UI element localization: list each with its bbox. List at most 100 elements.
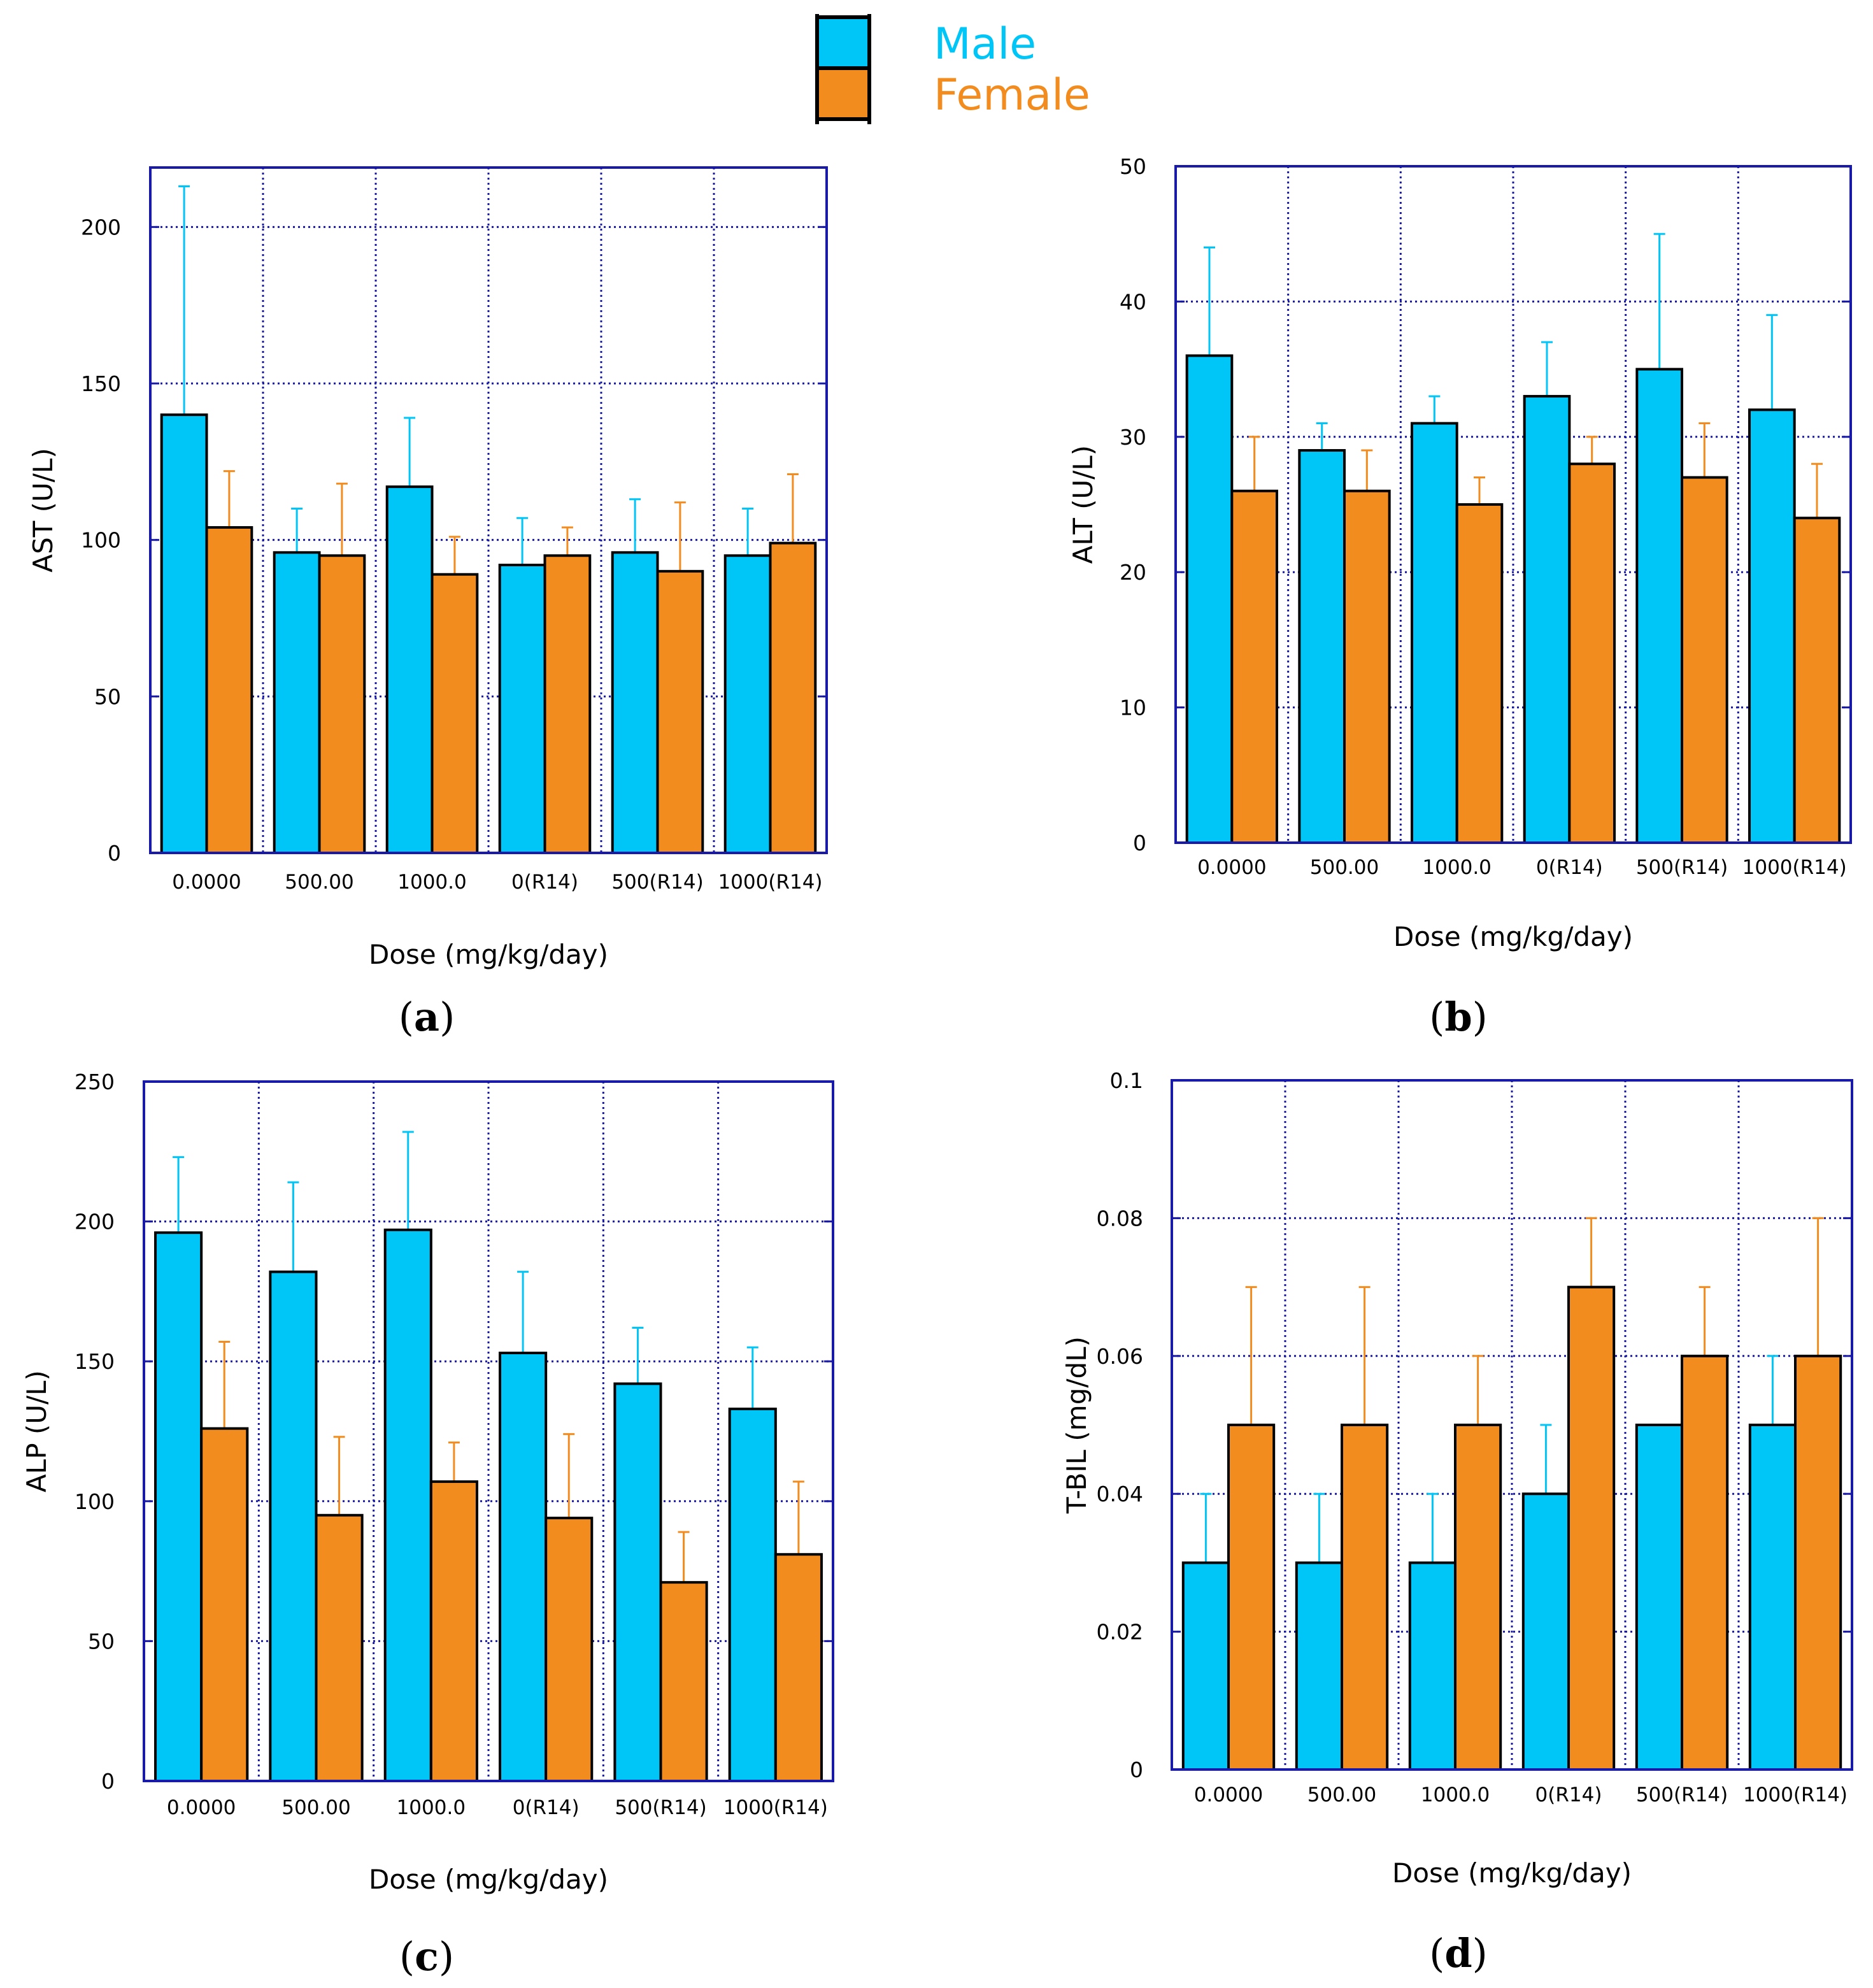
bar-female — [545, 1517, 594, 1782]
y-tick-label: 100 — [81, 528, 121, 553]
y-tick-label: 50 — [88, 1629, 115, 1654]
bar-female — [1343, 489, 1391, 844]
y-axis-label: T-BIL (mg/dL) — [1061, 1336, 1092, 1514]
x-tick-label: 1000.0 — [1421, 1784, 1490, 1806]
legend: Male Female — [0, 0, 1873, 134]
y-tick-label: 0 — [108, 841, 121, 866]
bar-male — [1748, 1424, 1797, 1771]
x-tick-label: 500(R14) — [611, 871, 703, 894]
bar-female — [659, 1581, 708, 1783]
x-tick-label: 1000(R14) — [1743, 1784, 1848, 1806]
bar-male — [273, 551, 321, 855]
caption-a-letter: a — [413, 994, 440, 1040]
x-axis-label: Dose (mg/kg/day) — [1393, 921, 1633, 952]
bar-female — [1568, 462, 1616, 844]
bar-male — [1635, 368, 1684, 845]
x-tick-label: 500.00 — [285, 871, 353, 894]
bar-female — [1793, 517, 1841, 844]
x-tick-label: 1000.0 — [397, 1796, 466, 1819]
bar-female — [1227, 1424, 1276, 1771]
x-tick-label: 0.0000 — [1197, 856, 1266, 879]
x-tick-label: 500.00 — [1307, 1784, 1376, 1806]
x-tick-label: 500(R14) — [1636, 856, 1728, 879]
bar-female — [1454, 1424, 1502, 1771]
bar-female — [205, 526, 253, 854]
y-tick-label: 40 — [1120, 289, 1146, 314]
chart-c: 0 50 100 150 200 250 0.0000 500.00 1000.0 0(R14) 5… — [21, 1069, 834, 1895]
x-tick-label: 0(R14) — [511, 871, 578, 894]
x-tick-label: 0(R14) — [1535, 1784, 1602, 1806]
legend-graphic: Male Female — [815, 14, 1090, 124]
y-tick-label: 20 — [1120, 560, 1146, 585]
x-axis-label: Dose (mg/kg/day) — [369, 1864, 608, 1895]
bar-male — [499, 1352, 548, 1782]
bar-female — [543, 554, 592, 854]
chart-panel-c: 0 50 100 150 200 250 0.0000 500.00 1000.0 0(R14) 5… — [0, 1057, 917, 1917]
bar-female — [315, 1513, 364, 1782]
x-tick-label: 500(R14) — [1636, 1784, 1728, 1806]
y-axis-label: ALP (U/L) — [21, 1370, 52, 1492]
x-tick-label: 500(R14) — [615, 1796, 706, 1819]
caption-d: (d) — [1429, 1930, 1488, 1977]
bar-male — [1295, 1561, 1343, 1771]
bar-male — [498, 563, 546, 855]
bar-female — [769, 541, 817, 854]
caption-b: (b) — [1429, 994, 1488, 1040]
y-tick-label: 0.08 — [1097, 1206, 1143, 1231]
bar-male — [154, 1231, 203, 1782]
chart-b: 0 10 20 30 40 50 0.0000 500.00 1000.0 0(R14) 500(R… — [1067, 154, 1852, 952]
y-tick-label: 150 — [75, 1349, 115, 1374]
y-tick-label: 0 — [101, 1769, 115, 1794]
caption-c: (c) — [399, 1933, 455, 1980]
x-axis-label: Dose (mg/kg/day) — [369, 939, 608, 970]
caption-d-letter: d — [1444, 1930, 1472, 1977]
y-tick-label: 200 — [81, 215, 121, 240]
caption-a: (a) — [398, 994, 455, 1040]
bar-male — [1408, 1561, 1456, 1771]
legend-female-label: Female — [934, 70, 1090, 120]
bar-male — [1521, 1492, 1570, 1771]
x-tick-label: 1000(R14) — [1742, 856, 1847, 879]
bar-male — [160, 413, 208, 854]
bar-female — [429, 1480, 478, 1783]
bar-male — [723, 554, 772, 854]
bar-female — [774, 1553, 823, 1782]
x-tick-label: 1000.0 — [1422, 856, 1491, 879]
x-axis-label: Dose (mg/kg/day) — [1392, 1857, 1632, 1889]
y-tick-label: 0.04 — [1097, 1482, 1143, 1506]
bar-male — [383, 1228, 432, 1782]
bar-male — [1635, 1424, 1684, 1771]
bar-male — [611, 551, 659, 855]
y-tick-label: 0.06 — [1097, 1344, 1143, 1369]
bar-female — [656, 569, 704, 854]
y-tick-label: 0.02 — [1097, 1620, 1143, 1645]
plot-frame — [1174, 165, 1852, 844]
bar-male — [385, 485, 434, 854]
x-tick-label: 1000(R14) — [718, 871, 822, 894]
y-tick-label: 50 — [94, 684, 121, 709]
legend-male-label: Male — [934, 19, 1036, 69]
bar-male — [1181, 1561, 1230, 1771]
bar-male — [728, 1407, 777, 1782]
y-tick-label: 250 — [75, 1069, 115, 1094]
bar-male — [1185, 354, 1234, 844]
bar-male — [613, 1382, 662, 1782]
bar-male — [1523, 395, 1571, 844]
x-tick-label: 1000(R14) — [723, 1796, 828, 1819]
x-tick-label: 0.0000 — [1194, 1784, 1263, 1806]
x-tick-label: 0(R14) — [1536, 856, 1603, 879]
bar-female — [1794, 1354, 1842, 1771]
y-tick-label: 30 — [1120, 425, 1146, 450]
bar-male — [1411, 422, 1458, 844]
y-axis-label: AST (U/L) — [27, 448, 59, 572]
chart-d: 0 0.02 0.04 0.06 0.08 0.1 0.0000 500.00 1000.0 0(… — [1061, 1068, 1853, 1889]
x-tick-label: 1000.0 — [397, 871, 466, 894]
legend-male-swatch — [815, 15, 871, 70]
bar-female — [1567, 1285, 1616, 1771]
y-tick-label: 50 — [1120, 154, 1146, 179]
y-tick-label: 0.1 — [1110, 1068, 1143, 1093]
y-tick-label: 0 — [1133, 831, 1146, 855]
chart-panel-a: 0 50 100 150 200 0.0000 500.00 1000.0 0(R14) 500(… — [0, 147, 917, 1006]
bar-female — [200, 1427, 249, 1782]
chart-panel-d: 0 0.02 0.04 0.06 0.08 0.1 0.0000 500.00 1000.0 0(… — [955, 1057, 1866, 1911]
